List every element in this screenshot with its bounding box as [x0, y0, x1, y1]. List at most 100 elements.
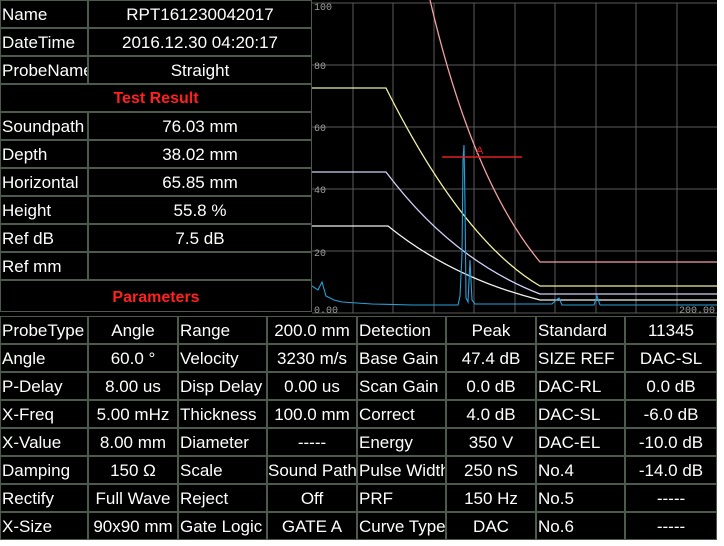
x-end-label: 200.00: [679, 306, 715, 316]
soundpath-value: 76.03 mm: [88, 112, 312, 140]
param-value: 0.0 dB: [625, 372, 717, 400]
info-row-datetime: DateTime 2016.12.30 04:20:17: [0, 28, 312, 56]
param-label: ProbeType: [0, 316, 88, 344]
param-value: 150 Ω: [88, 456, 178, 484]
param-value: GATE A: [267, 512, 357, 540]
parameters-heading: Parameters: [0, 280, 312, 312]
echo-signal: [312, 144, 717, 306]
info-row-horizontal: Horizontal 65.85 mm: [0, 168, 312, 196]
param-label: No.5: [536, 484, 625, 512]
probename-value: Straight: [88, 56, 312, 84]
x-start-label: 0.00: [314, 306, 338, 316]
info-row-refdb: Ref dB 7.5 dB: [0, 224, 312, 252]
param-value: 8.00 mm: [88, 428, 178, 456]
param-value: 0.0 dB: [446, 372, 536, 400]
horizontal-value: 65.85 mm: [88, 168, 312, 196]
param-label: Energy: [357, 428, 446, 456]
parameters-table: ProbeType Angle Range 200.0 mm Detection Peak…: [0, 316, 717, 540]
param-row: Angle 60.0 ° Velocity 3230 m/s Base Gain 47.4…: [0, 344, 717, 372]
info-row-refmm: Ref mm: [0, 252, 312, 280]
param-label: SIZE REF: [536, 344, 625, 372]
refdb-value: 7.5 dB: [88, 224, 312, 252]
param-value: 250 nS: [446, 456, 536, 484]
horizontal-label: Horizontal: [0, 168, 88, 196]
param-label: P-Delay: [0, 372, 88, 400]
param-label: X-Value: [0, 428, 88, 456]
param-value: Peak: [446, 316, 536, 344]
param-label: X-Size: [0, 512, 88, 540]
param-value: 150 Hz: [446, 484, 536, 512]
y-tick-20: 20: [314, 249, 326, 260]
waveform-grid: [312, 2, 717, 314]
param-value: 3230 m/s: [267, 344, 357, 372]
soundpath-label: Soundpath: [0, 112, 88, 140]
y-tick-100: 100: [314, 3, 332, 14]
param-value: 350 V: [446, 428, 536, 456]
param-value: -14.0 dB: [625, 456, 717, 484]
report-screen: Name RPT161230042017 DateTime 2016.12.30…: [0, 0, 717, 540]
y-tick-40: 40: [314, 186, 326, 197]
info-row-depth: Depth 38.02 mm: [0, 140, 312, 168]
param-label: Range: [178, 316, 267, 344]
param-value: 8.00 us: [88, 372, 178, 400]
param-label: Gate Logic: [178, 512, 267, 540]
param-label: Base Gain: [357, 344, 446, 372]
param-label: Curve Type: [357, 512, 446, 540]
info-row-probename: ProbeName Straight: [0, 56, 312, 84]
param-label: Scan Gain: [357, 372, 446, 400]
dac-base-curve: [312, 225, 717, 301]
param-label: DAC-SL: [536, 400, 625, 428]
param-label: Standard: [536, 316, 625, 344]
info-panel: Name RPT161230042017 DateTime 2016.12.30…: [0, 0, 312, 312]
param-label: Angle: [0, 344, 88, 372]
param-label: Velocity: [178, 344, 267, 372]
name-value: RPT161230042017: [88, 0, 312, 28]
param-label: Rectify: [0, 484, 88, 512]
info-row-name: Name RPT161230042017: [0, 0, 312, 28]
param-value: 4.0 dB: [446, 400, 536, 428]
param-label: PRF: [357, 484, 446, 512]
gate-a-label: A: [476, 145, 484, 157]
param-label: Detection: [357, 316, 446, 344]
param-value: 47.4 dB: [446, 344, 536, 372]
dac-el-curve: [429, 0, 717, 263]
param-label: Scale: [178, 456, 267, 484]
y-tick-80: 80: [314, 62, 326, 73]
param-row: X-Size 90x90 mm Gate Logic GATE A Curve Type…: [0, 512, 717, 540]
a-scan-waveform: 100 80 60 40 20 0.00 200.00 A: [312, 0, 717, 316]
param-value: 200.0 mm: [267, 316, 357, 344]
probename-label: ProbeName: [0, 56, 88, 84]
param-value: 60.0 °: [88, 344, 178, 372]
param-value: -----: [625, 512, 717, 540]
param-value: DAC-SL: [625, 344, 717, 372]
refmm-label: Ref mm: [0, 252, 88, 280]
y-tick-60: 60: [314, 124, 326, 135]
param-value: 90x90 mm: [88, 512, 178, 540]
param-value: 100.0 mm: [267, 400, 357, 428]
param-value: -----: [625, 484, 717, 512]
param-value: 0.00 us: [267, 372, 357, 400]
param-value: 5.00 mHz: [88, 400, 178, 428]
param-label: Damping: [0, 456, 88, 484]
param-label: Diameter: [178, 428, 267, 456]
param-value: DAC: [446, 512, 536, 540]
param-row: Rectify Full Wave Reject Off PRF 150 Hz No.5 --…: [0, 484, 717, 512]
param-value: Off: [267, 484, 357, 512]
height-label: Height: [0, 196, 88, 224]
dac-rl-curve: [312, 171, 717, 295]
info-row-soundpath: Soundpath 76.03 mm: [0, 112, 312, 140]
depth-label: Depth: [0, 140, 88, 168]
param-row: X-Freq 5.00 mHz Thickness 100.0 mm Correct 4.…: [0, 400, 717, 428]
waveform-axis-labels: 100 80 60 40 20 0.00 200.00: [314, 3, 715, 316]
param-label: DAC-EL: [536, 428, 625, 456]
param-row: Damping 150 Ω Scale Sound Path Pulse Width 25…: [0, 456, 717, 484]
param-label: Thickness: [178, 400, 267, 428]
param-label: No.4: [536, 456, 625, 484]
param-value: Angle: [88, 316, 178, 344]
param-label: No.6: [536, 512, 625, 540]
param-label: Disp Delay: [178, 372, 267, 400]
refmm-value: [88, 252, 312, 280]
param-value: Sound Path: [267, 456, 357, 484]
datetime-label: DateTime: [0, 28, 88, 56]
datetime-value: 2016.12.30 04:20:17: [88, 28, 312, 56]
